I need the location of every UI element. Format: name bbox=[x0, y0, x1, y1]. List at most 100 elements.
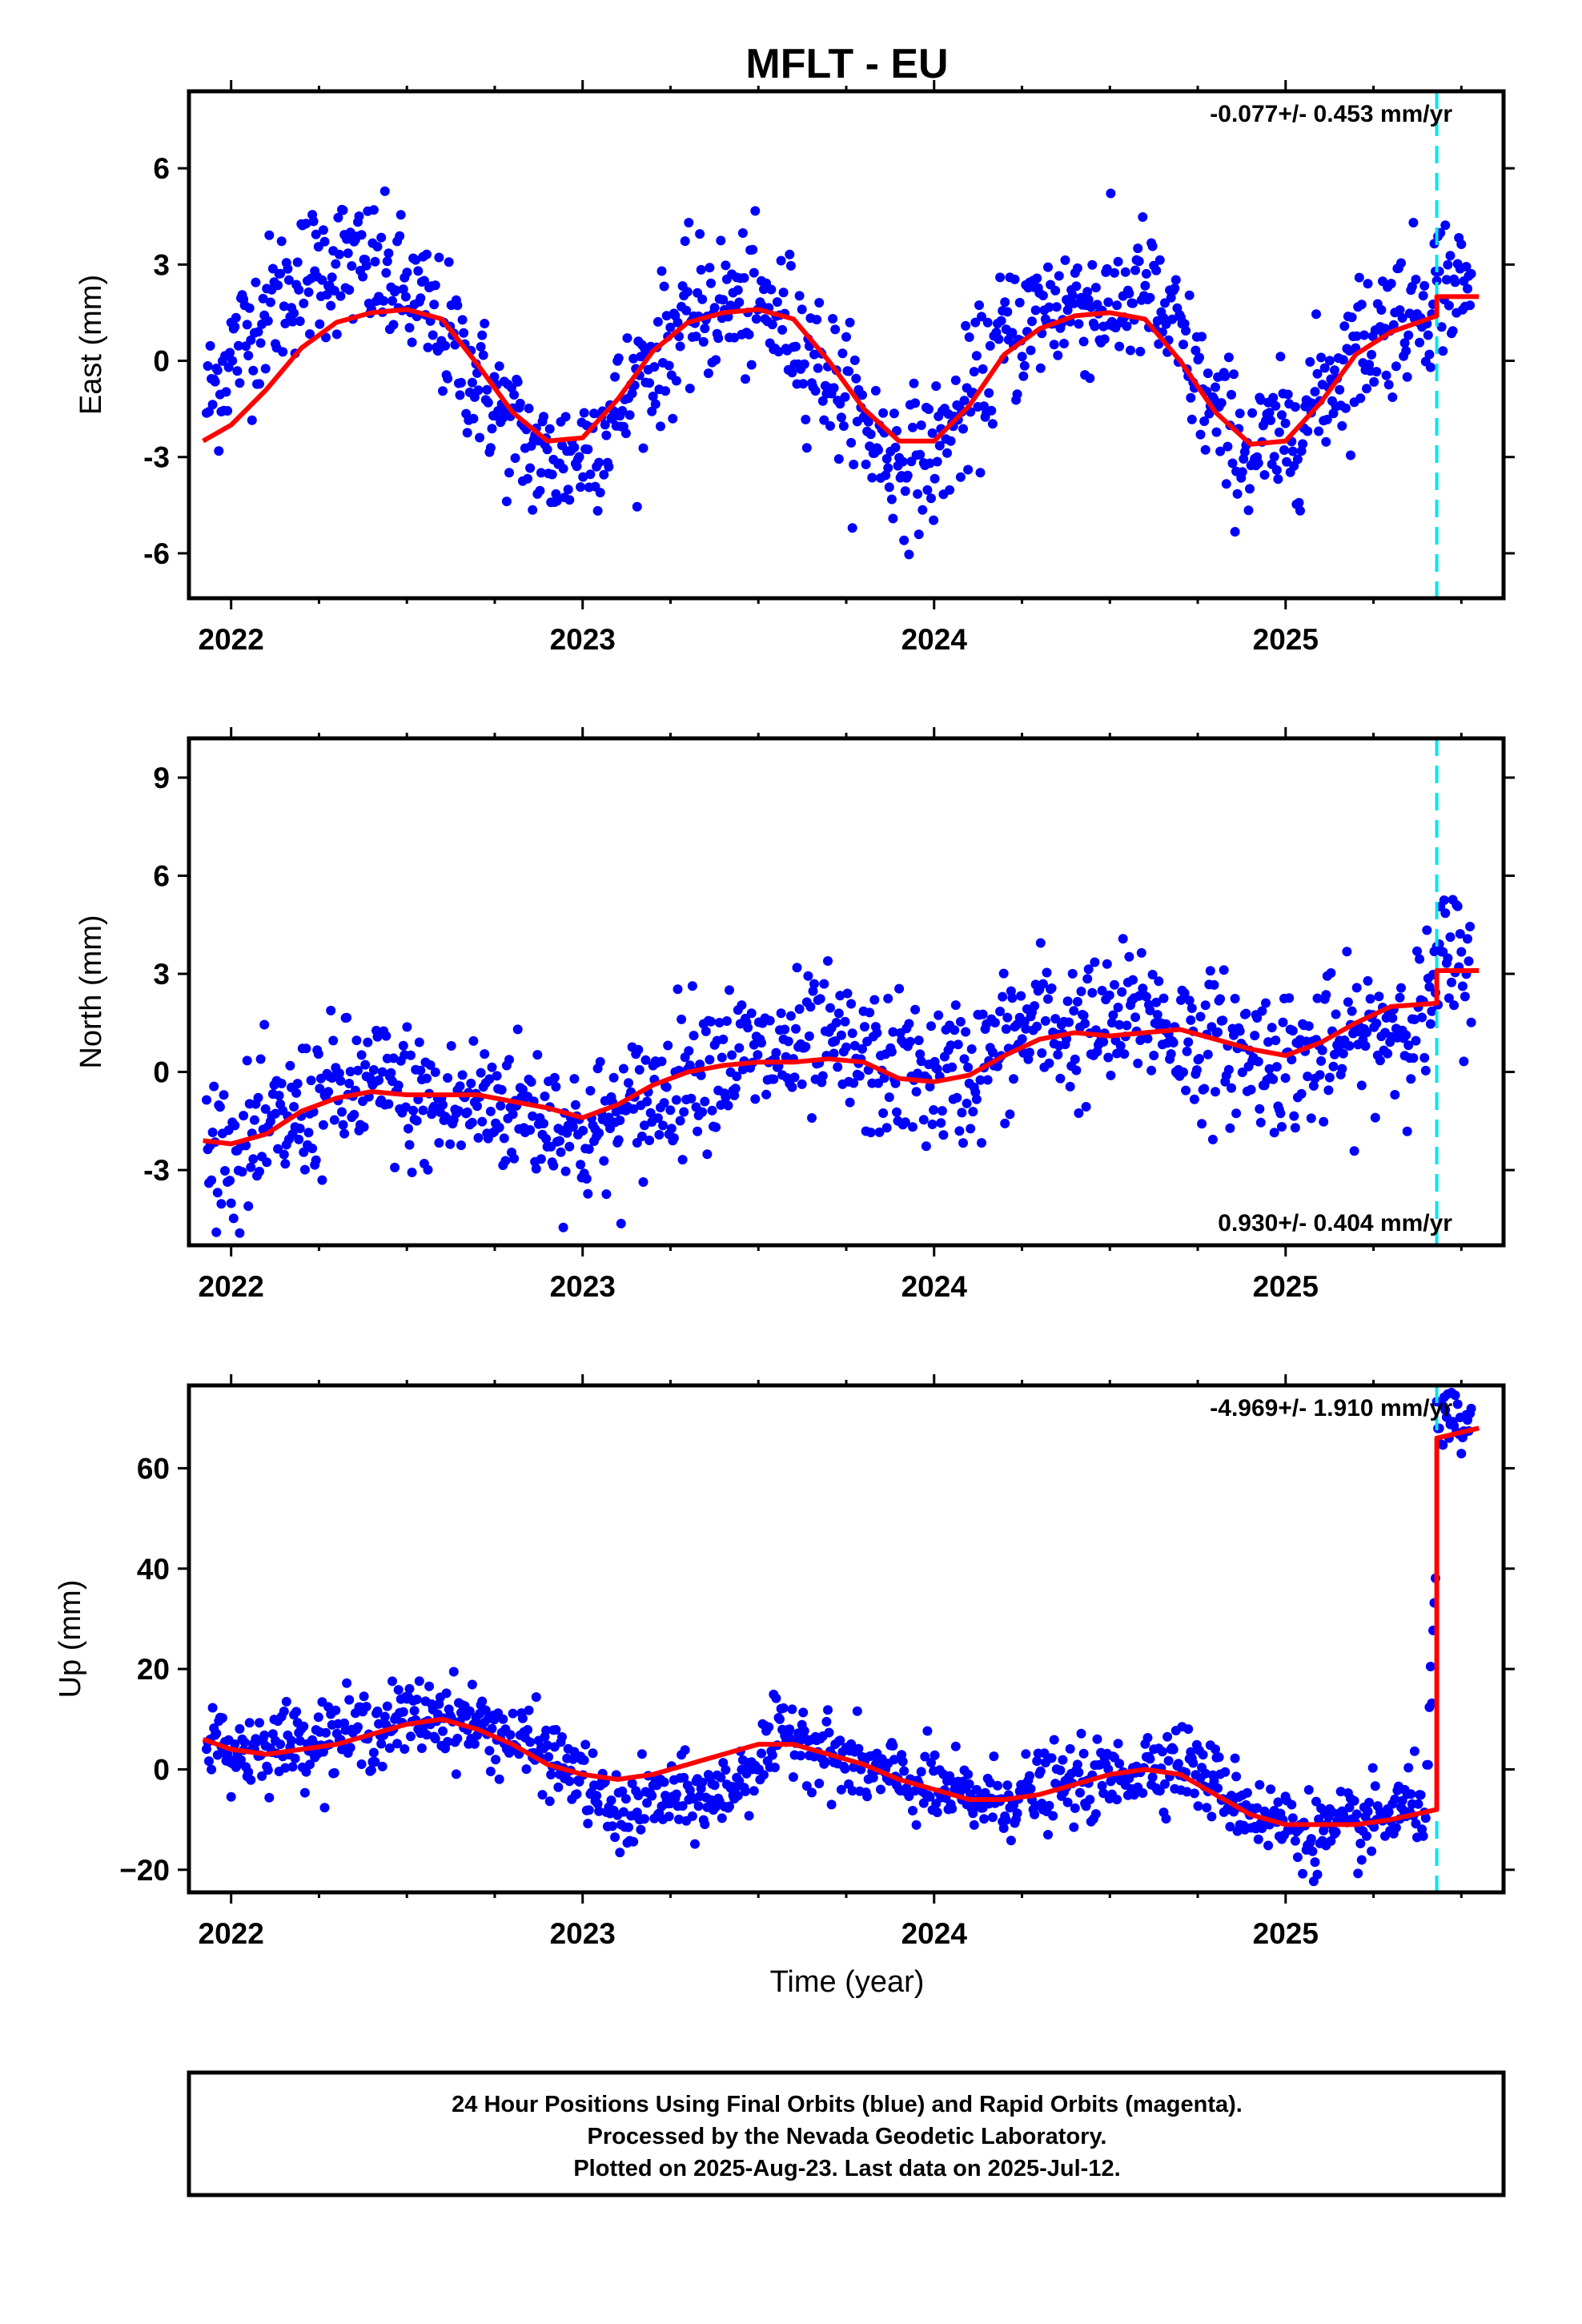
data-point bbox=[580, 1739, 591, 1750]
data-point bbox=[733, 1791, 743, 1801]
data-point bbox=[767, 320, 777, 330]
data-point bbox=[1289, 1111, 1299, 1121]
data-point bbox=[994, 334, 1004, 344]
data-point bbox=[1246, 1084, 1256, 1095]
data-point bbox=[504, 1055, 514, 1065]
data-point bbox=[749, 1039, 759, 1050]
data-point bbox=[1315, 1070, 1325, 1080]
data-point bbox=[584, 1805, 594, 1815]
data-point bbox=[588, 1748, 598, 1759]
data-point bbox=[900, 1117, 910, 1128]
data-point bbox=[929, 515, 939, 525]
data-point bbox=[299, 1147, 309, 1157]
data-point bbox=[618, 1807, 628, 1817]
data-point bbox=[1213, 1783, 1223, 1793]
data-point bbox=[1360, 1041, 1371, 1051]
data-point bbox=[473, 385, 484, 396]
data-point bbox=[204, 1756, 214, 1767]
data-point bbox=[1279, 445, 1289, 455]
data-point bbox=[251, 277, 261, 287]
data-point bbox=[308, 216, 319, 227]
data-point bbox=[223, 406, 233, 416]
data-point bbox=[236, 1755, 246, 1765]
data-point bbox=[1102, 959, 1112, 969]
data-point bbox=[528, 505, 538, 515]
data-point bbox=[721, 1765, 731, 1775]
data-point bbox=[487, 1062, 497, 1072]
data-point bbox=[409, 1706, 420, 1716]
data-point bbox=[700, 324, 710, 334]
data-point bbox=[337, 1107, 347, 1117]
data-point bbox=[717, 1052, 727, 1063]
data-point bbox=[985, 340, 995, 351]
data-point bbox=[1316, 352, 1327, 363]
data-point bbox=[524, 1705, 534, 1715]
data-point bbox=[1271, 465, 1282, 475]
data-point bbox=[840, 392, 850, 402]
data-point bbox=[1195, 429, 1206, 440]
data-point bbox=[970, 317, 981, 328]
data-point bbox=[1452, 901, 1463, 911]
data-point bbox=[1425, 362, 1435, 372]
data-point bbox=[841, 1042, 851, 1052]
data-point bbox=[484, 1746, 495, 1756]
data-point bbox=[673, 984, 683, 995]
data-point bbox=[1261, 998, 1271, 1008]
data-point bbox=[292, 1079, 303, 1089]
data-point bbox=[788, 1772, 798, 1782]
data-point bbox=[525, 463, 536, 473]
data-point bbox=[592, 505, 603, 516]
data-point bbox=[826, 1799, 837, 1810]
data-point bbox=[1059, 339, 1069, 348]
data-point bbox=[1424, 349, 1435, 360]
data-point bbox=[794, 1004, 805, 1014]
data-point bbox=[1326, 968, 1336, 978]
data-point bbox=[295, 1124, 305, 1134]
data-point bbox=[560, 412, 571, 422]
data-point bbox=[638, 443, 648, 453]
data-point bbox=[556, 1147, 566, 1157]
data-point bbox=[299, 1721, 309, 1731]
data-point bbox=[572, 461, 582, 472]
data-point bbox=[962, 1098, 972, 1108]
data-point bbox=[829, 383, 839, 393]
data-point bbox=[652, 316, 663, 327]
data-point bbox=[916, 1056, 926, 1067]
data-point bbox=[647, 1791, 657, 1801]
data-point bbox=[620, 1794, 631, 1804]
data-point bbox=[633, 1044, 644, 1055]
data-point bbox=[1284, 993, 1295, 1003]
data-point bbox=[1124, 1773, 1134, 1783]
data-point bbox=[835, 399, 845, 409]
data-point bbox=[1447, 977, 1456, 987]
data-point bbox=[648, 392, 658, 401]
data-point bbox=[1381, 370, 1391, 380]
data-point bbox=[595, 1056, 605, 1067]
data-point bbox=[430, 1734, 440, 1743]
data-point bbox=[1331, 1827, 1341, 1837]
data-point bbox=[725, 985, 734, 995]
data-point bbox=[922, 1726, 933, 1736]
x-tick-label: 2025 bbox=[1253, 1917, 1319, 1950]
data-point bbox=[1287, 1799, 1297, 1810]
data-point bbox=[892, 426, 901, 436]
data-point bbox=[260, 1104, 271, 1114]
data-point bbox=[1418, 291, 1428, 301]
data-point bbox=[1319, 363, 1330, 373]
fit-line bbox=[203, 968, 1480, 1147]
data-point bbox=[1250, 1031, 1260, 1041]
data-point bbox=[642, 1096, 652, 1107]
data-point bbox=[809, 979, 819, 989]
data-point bbox=[210, 376, 220, 387]
data-point bbox=[865, 1007, 875, 1018]
data-point bbox=[1211, 382, 1220, 392]
data-point bbox=[1456, 239, 1467, 249]
data-point bbox=[993, 1780, 1002, 1791]
data-point bbox=[1053, 1050, 1063, 1059]
data-point bbox=[1012, 389, 1022, 400]
data-point bbox=[1229, 1807, 1239, 1817]
data-point bbox=[1273, 474, 1283, 485]
data-point bbox=[338, 205, 348, 215]
data-point bbox=[202, 1095, 211, 1105]
data-point bbox=[1167, 314, 1178, 324]
